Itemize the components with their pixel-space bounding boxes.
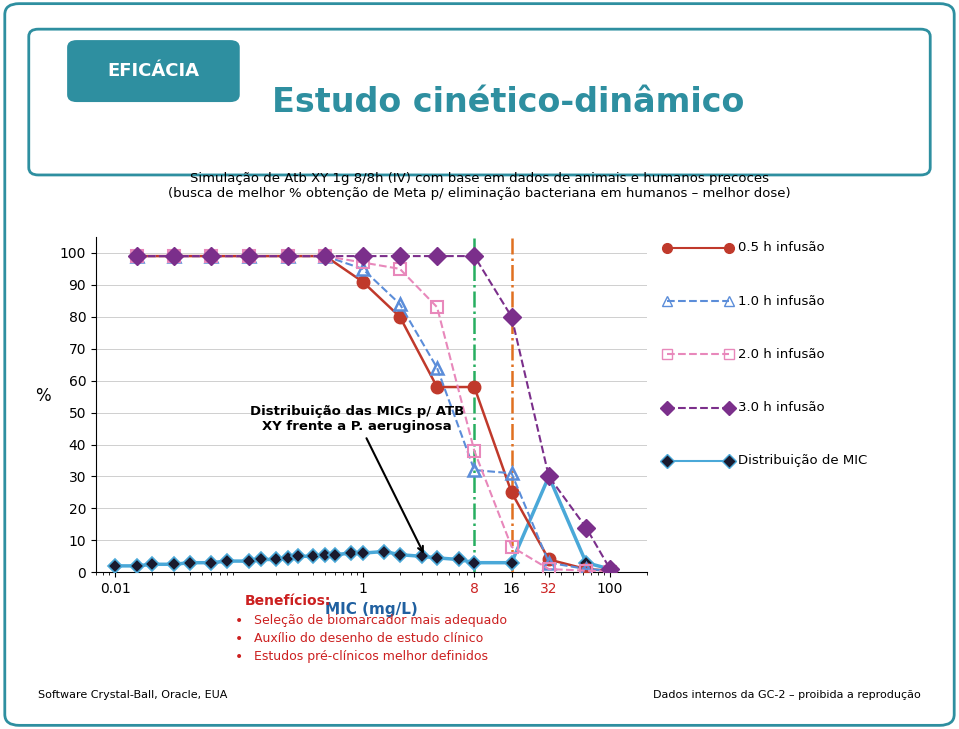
- Text: Software Crystal-Ball, Oracle, EUA: Software Crystal-Ball, Oracle, EUA: [38, 690, 227, 700]
- Text: Benefícios:: Benefícios:: [245, 594, 331, 608]
- Text: EFICÁCIA: EFICÁCIA: [107, 62, 199, 80]
- Text: 1.0 h infusão: 1.0 h infusão: [738, 295, 825, 308]
- Text: Seleção de biomarcador mais adequado: Seleção de biomarcador mais adequado: [254, 614, 507, 627]
- Text: Estudo cinético-dinâmico: Estudo cinético-dinâmico: [272, 85, 744, 119]
- Y-axis label: %: %: [35, 386, 51, 405]
- Text: Dados internos da GC-2 – proibida a reprodução: Dados internos da GC-2 – proibida a repr…: [653, 690, 921, 700]
- Text: •: •: [235, 614, 244, 628]
- X-axis label: MIC (mg/L): MIC (mg/L): [325, 601, 418, 617]
- Text: 0.5 h infusão: 0.5 h infusão: [738, 241, 825, 254]
- Text: Auxílio do desenho de estudo clínico: Auxílio do desenho de estudo clínico: [254, 632, 483, 645]
- Text: Simulação de Atb XY 1g 8/8h (IV) com base em dados de animais e humanos precoces: Simulação de Atb XY 1g 8/8h (IV) com bas…: [168, 172, 791, 200]
- Text: Estudos pré-clínicos melhor definidos: Estudos pré-clínicos melhor definidos: [254, 650, 488, 663]
- Text: •: •: [235, 632, 244, 646]
- Text: •: •: [235, 650, 244, 664]
- Text: 2.0 h infusão: 2.0 h infusão: [738, 348, 825, 361]
- Text: Distribuição de MIC: Distribuição de MIC: [738, 454, 868, 467]
- Text: Distribuição das MICs p/ ATB
XY frente a P. aeruginosa: Distribuição das MICs p/ ATB XY frente a…: [249, 405, 464, 552]
- Text: 3.0 h infusão: 3.0 h infusão: [738, 401, 825, 414]
